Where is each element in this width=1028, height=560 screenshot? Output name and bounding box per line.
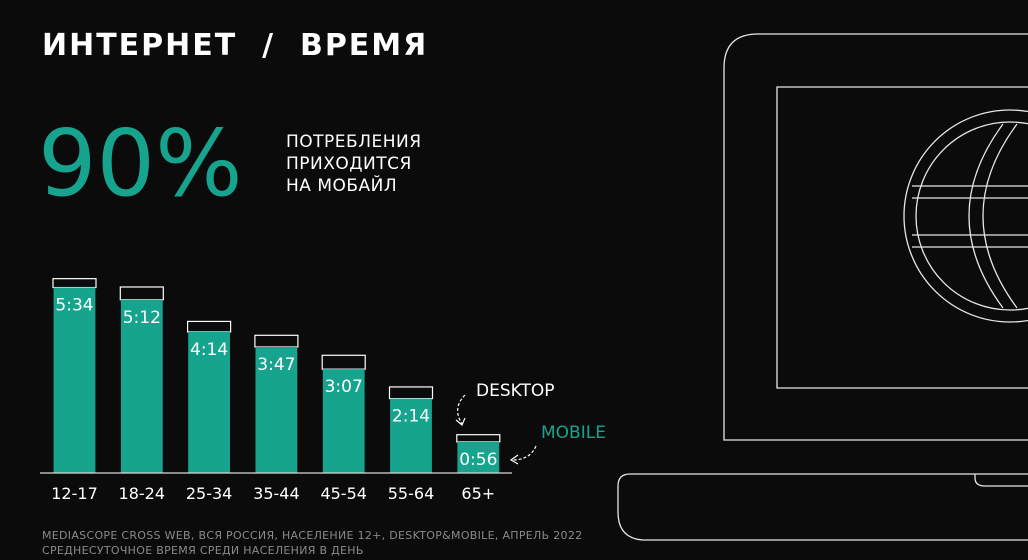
x-tick-label: 55-64 [388, 484, 435, 503]
highlight-value: 90% [38, 110, 243, 217]
page-title: ИНТЕРНЕТ / ВРЕМЯ [42, 28, 429, 63]
legend-desktop: DESKTOP [476, 381, 554, 401]
x-tick-label: 65+ [461, 484, 495, 503]
caption-line: ПОТРЕБЛЕНИЯ [286, 132, 422, 152]
bar-data-label: 2:14 [392, 407, 430, 427]
bar-desktop [119, 286, 164, 301]
caption-line: НА МОБАЙЛ [286, 176, 398, 196]
arrow-mobile-icon [511, 445, 537, 461]
x-tick-label: 12-17 [51, 484, 98, 503]
footnote-source: MEDIASCOPE CROSS WEB, ВСЯ РОССИЯ, НАСЕЛЕ… [42, 529, 583, 542]
laptop-globe-icon [617, 33, 1028, 541]
bar-mobile [457, 441, 500, 473]
x-tick-label: 35-44 [253, 484, 300, 503]
laptop-base [617, 473, 1028, 541]
caption-line: ПРИХОДИТСЯ [286, 154, 412, 174]
x-tick-label: 25-34 [186, 484, 233, 503]
bar-desktop [321, 354, 366, 370]
footnote-metric: СРЕДНЕСУТОЧНОЕ ВРЕМЯ СРЕДИ НАСЕЛЕНИЯ В Д… [42, 544, 364, 557]
globe-meridian [968, 123, 1004, 309]
bar-data-label: 3:47 [257, 355, 295, 375]
bar-data-label: 4:14 [190, 340, 228, 360]
globe-outer [903, 109, 1028, 323]
laptop-screen-inner [776, 86, 1028, 389]
highlight-caption: ПОТРЕБЛЕНИЯ ПРИХОДИТСЯ НА МОБАЙЛ [286, 131, 486, 197]
legend-mobile: MOBILE [541, 423, 606, 443]
bar-mobile [390, 398, 432, 473]
bar-mobile [188, 331, 230, 473]
bar-desktop [52, 278, 97, 289]
bar-mobile [255, 346, 298, 473]
x-tick-label: 18-24 [119, 484, 166, 503]
bar-mobile [322, 369, 365, 473]
footnote: MEDIASCOPE CROSS WEB, ВСЯ РОССИЯ, НАСЕЛЕ… [42, 528, 582, 558]
bar-desktop [456, 434, 501, 443]
bar-desktop [254, 334, 299, 348]
bar-mobile [120, 299, 163, 473]
laptop-notch [974, 474, 1028, 487]
chart-legend: DESKTOP MOBILE [455, 381, 606, 465]
bar-desktop [388, 386, 434, 400]
globe-meridian [982, 123, 1018, 309]
globe-inner [915, 121, 1028, 311]
bar-data-label: 0:56 [459, 450, 497, 470]
x-tick-label: 45-54 [320, 484, 367, 503]
bar-data-label: 5:34 [55, 296, 93, 316]
arrow-desktop-head-icon [455, 417, 466, 426]
laptop-screen-frame [723, 33, 1028, 441]
bar-data-label: 3:07 [325, 377, 363, 397]
bar-desktop [187, 320, 232, 333]
arrow-desktop-icon [457, 394, 466, 425]
bar-data-label: 5:12 [123, 308, 161, 328]
arrow-mobile-head-icon [509, 454, 519, 465]
bar-mobile [53, 287, 96, 473]
bars-group: 5:34 12-17 5:12 18-24 4:14 25-34 3:47 35-44 3:07… [51, 278, 501, 503]
